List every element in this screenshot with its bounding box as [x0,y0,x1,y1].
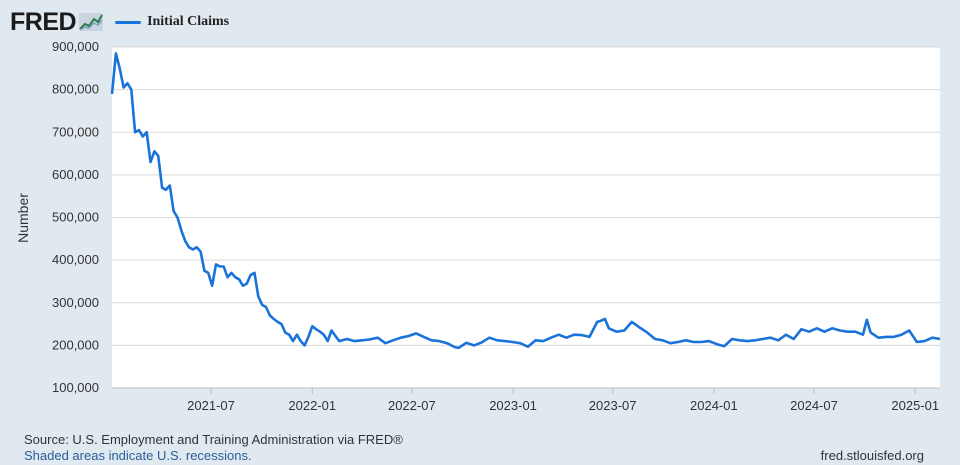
footer-source: Source: U.S. Employment and Training Adm… [24,432,403,464]
x-tick-label: 2024-01 [690,398,738,413]
x-tick-label: 2025-01 [891,398,939,413]
y-tick-label: 800,000 [52,82,99,97]
y-tick-label: 400,000 [52,252,99,267]
x-tick-label: 2021-07 [187,398,235,413]
y-tick-label: 700,000 [52,124,99,139]
fred-logo[interactable]: FRED [10,8,77,36]
y-axis-ticks: 100,000 200,000 300,000 400,000 500,000 600,0… [52,39,99,395]
x-tick-label: 2023-01 [489,398,537,413]
y-tick-label: 200,000 [52,337,99,352]
y-tick-label: 100,000 [52,380,99,395]
chart-header: FRED Initial Claims [10,8,229,36]
x-tick-label: 2024-07 [790,398,838,413]
legend: Initial Claims [115,14,229,30]
y-tick-label: 600,000 [52,167,99,182]
y-axis-title: Number [15,193,31,243]
line-chart[interactable]: 100,000 200,000 300,000 400,000 500,000 600,0… [0,0,960,430]
legend-swatch [115,20,142,24]
x-tick-label: 2023-07 [589,398,637,413]
source-text: Source: U.S. Employment and Training Adm… [24,432,403,447]
x-axis-ticks: 2021-07 2022-01 2022-07 2023-01 2023-07 2024-… [187,388,939,413]
legend-label: Initial Claims [147,14,230,29]
gridlines [112,46,940,389]
logo-graph-icon [79,13,104,31]
series-line-initial-claims[interactable] [110,52,941,350]
y-tick-label: 300,000 [52,295,99,310]
recession-note[interactable]: Shaded areas indicate U.S. recessions. [24,448,252,463]
y-tick-label: 500,000 [52,210,99,225]
x-tick-label: 2022-01 [288,398,336,413]
site-url[interactable]: fred.stlouisfed.org [820,448,924,463]
series-layer [110,52,941,350]
x-tick-label: 2022-07 [388,398,436,413]
y-tick-label: 900,000 [52,39,99,54]
